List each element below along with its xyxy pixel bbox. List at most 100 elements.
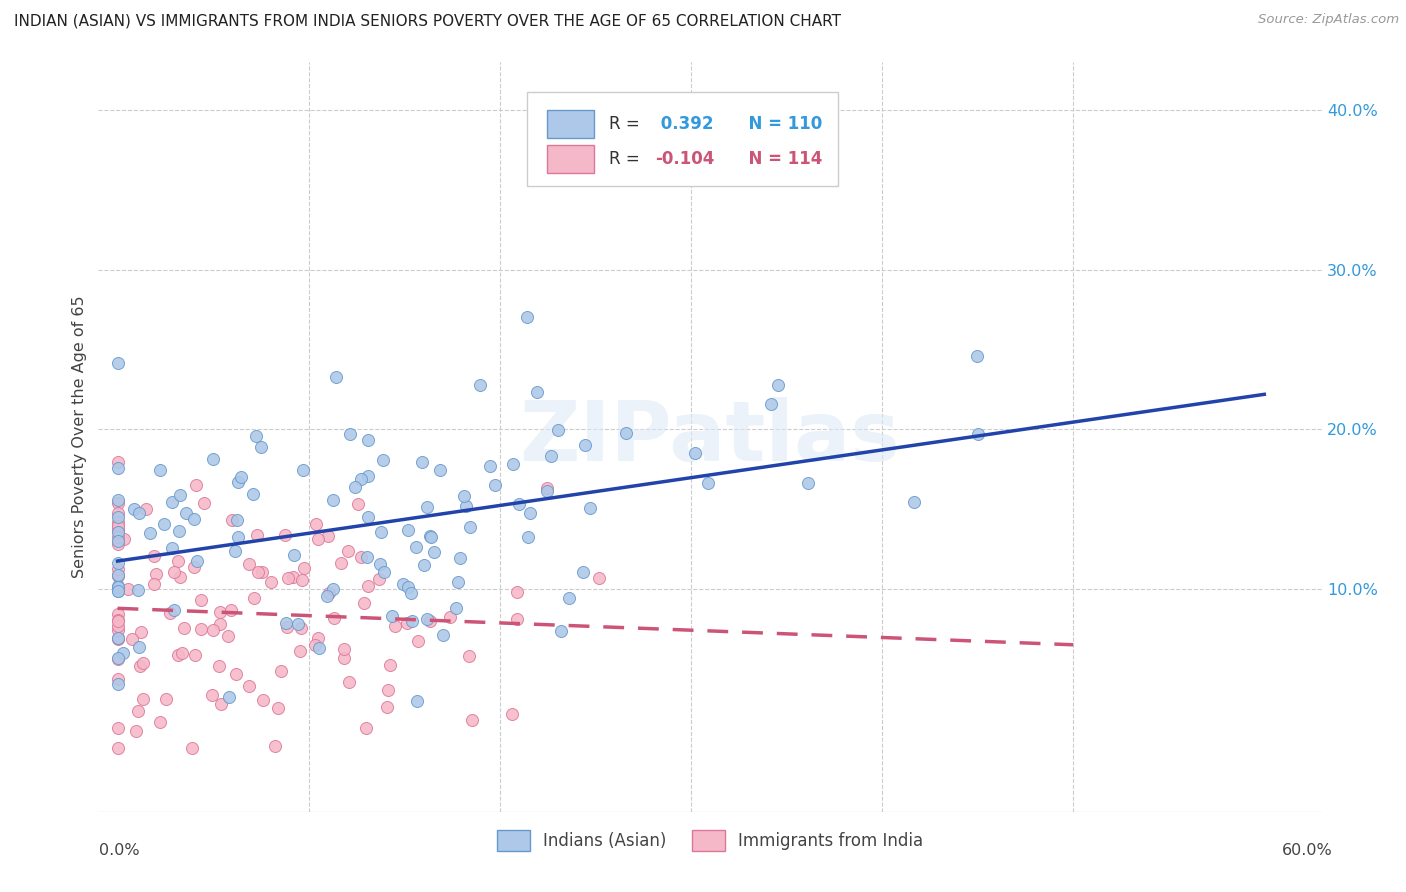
Point bbox=[292, 561, 315, 575]
Point bbox=[396, 581, 419, 595]
Point bbox=[270, 664, 292, 678]
Point bbox=[502, 457, 524, 471]
Point bbox=[183, 560, 205, 574]
Point bbox=[246, 566, 269, 580]
Point bbox=[276, 620, 298, 634]
Point bbox=[209, 697, 232, 711]
Point bbox=[550, 624, 572, 639]
Point bbox=[107, 578, 129, 592]
Point bbox=[208, 658, 231, 673]
Point bbox=[107, 652, 129, 666]
Point bbox=[107, 534, 129, 549]
Point bbox=[506, 612, 529, 626]
Point bbox=[260, 574, 283, 589]
Point bbox=[368, 557, 391, 571]
Point bbox=[291, 573, 314, 587]
Text: N = 110: N = 110 bbox=[737, 115, 823, 133]
Point bbox=[396, 615, 419, 630]
Point bbox=[107, 580, 129, 594]
Point bbox=[181, 741, 204, 756]
Point bbox=[516, 530, 538, 544]
Point bbox=[107, 651, 129, 665]
Point bbox=[457, 648, 479, 663]
Point bbox=[423, 544, 446, 558]
Text: 0.392: 0.392 bbox=[655, 115, 713, 133]
Point bbox=[167, 648, 190, 663]
Point bbox=[506, 585, 529, 599]
Point bbox=[250, 440, 273, 454]
Point bbox=[337, 674, 360, 689]
Point bbox=[125, 724, 148, 739]
Point bbox=[107, 557, 129, 571]
Point bbox=[384, 619, 406, 633]
Point bbox=[453, 490, 475, 504]
Point bbox=[166, 554, 188, 568]
Point bbox=[449, 551, 471, 566]
Point bbox=[135, 502, 157, 516]
Point bbox=[107, 632, 129, 646]
Point bbox=[336, 544, 359, 558]
Point bbox=[274, 615, 297, 630]
Point bbox=[588, 571, 610, 585]
Point bbox=[132, 692, 155, 706]
Point bbox=[107, 525, 129, 540]
Point bbox=[107, 569, 129, 583]
Point bbox=[526, 385, 548, 400]
Point bbox=[761, 396, 783, 410]
Point bbox=[143, 576, 166, 591]
Point bbox=[217, 629, 239, 643]
Point bbox=[190, 622, 212, 636]
Point bbox=[515, 310, 537, 325]
Point bbox=[288, 644, 311, 658]
Point bbox=[193, 496, 215, 510]
Point bbox=[129, 658, 152, 673]
Point bbox=[127, 704, 149, 718]
Point bbox=[381, 609, 404, 624]
Text: 60.0%: 60.0% bbox=[1282, 843, 1333, 858]
Point bbox=[406, 634, 429, 648]
Point bbox=[153, 517, 176, 532]
Point bbox=[412, 558, 434, 572]
Point bbox=[112, 532, 135, 546]
Point bbox=[411, 455, 433, 469]
Point bbox=[127, 582, 149, 597]
Point bbox=[479, 459, 502, 474]
FancyBboxPatch shape bbox=[526, 93, 838, 186]
Point bbox=[322, 493, 344, 508]
Point bbox=[508, 497, 530, 511]
Point bbox=[159, 606, 181, 620]
Point bbox=[614, 425, 637, 440]
Point bbox=[174, 506, 197, 520]
Point bbox=[107, 492, 129, 507]
Point bbox=[107, 584, 129, 599]
Point bbox=[697, 476, 720, 491]
Point bbox=[184, 648, 207, 663]
Point bbox=[155, 691, 177, 706]
Point bbox=[169, 488, 191, 502]
Point bbox=[107, 677, 129, 691]
Y-axis label: Seniors Poverty Over the Age of 65: Seniors Poverty Over the Age of 65 bbox=[72, 296, 87, 578]
Point bbox=[107, 632, 129, 646]
Point bbox=[128, 640, 150, 654]
Point bbox=[107, 356, 129, 370]
Point bbox=[536, 484, 558, 499]
Point bbox=[107, 519, 129, 533]
Point bbox=[129, 625, 152, 640]
Point bbox=[242, 487, 264, 501]
Point bbox=[375, 700, 398, 714]
Point bbox=[416, 500, 439, 514]
Point bbox=[162, 541, 184, 555]
Point bbox=[350, 550, 373, 565]
Point bbox=[558, 591, 581, 605]
Point bbox=[149, 714, 172, 729]
Point bbox=[162, 603, 184, 617]
Point bbox=[540, 449, 562, 463]
Text: N = 114: N = 114 bbox=[737, 150, 823, 168]
Point bbox=[201, 688, 224, 702]
Point bbox=[107, 619, 129, 633]
Point bbox=[231, 470, 253, 484]
Point bbox=[208, 605, 231, 619]
Point bbox=[966, 426, 988, 441]
Point bbox=[209, 617, 232, 632]
Point bbox=[458, 520, 481, 534]
